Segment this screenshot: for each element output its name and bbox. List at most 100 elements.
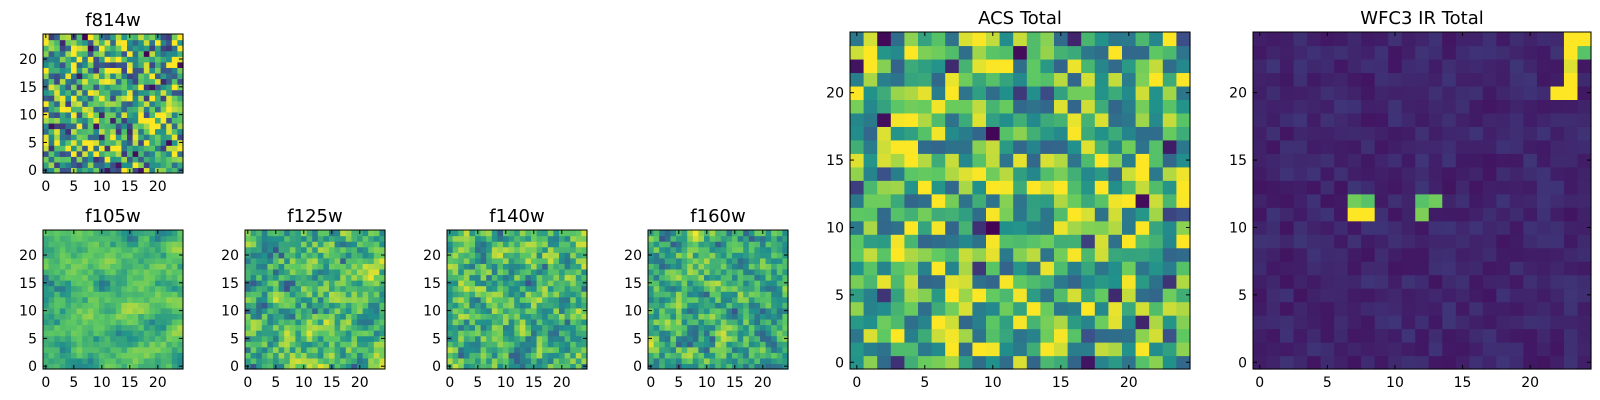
heatmap-cell [1149,180,1164,195]
heatmap-cell [480,230,487,237]
heatmap-cell [76,122,83,130]
heatmap-cell [54,352,61,359]
heatmap-cell [65,106,72,113]
heatmap-cell [1469,247,1484,262]
heatmap-cell [1563,180,1579,195]
heatmap-cell [748,274,755,281]
heatmap-cell [1122,261,1137,276]
heatmap-cell [726,330,733,337]
heatmap-cell [115,313,122,320]
heatmap-cell [1307,288,1322,303]
heatmap-cell [575,296,582,303]
heatmap-cell [648,357,655,365]
heatmap-cell [160,285,167,292]
heatmap-cell [1428,274,1443,289]
heatmap-cell [1307,126,1322,141]
heatmap-cell [1428,342,1443,357]
heatmap-cell [536,313,543,320]
heatmap-cell [986,315,1001,330]
x-tick-label: 0 [1255,375,1264,391]
heatmap-cell [278,241,285,248]
heatmap-cell [1320,261,1335,276]
heatmap-cell [1509,288,1524,303]
heatmap-cell [1577,58,1592,74]
heatmap-cell [547,318,554,326]
heatmap-cell [1523,328,1538,343]
heatmap-cell [1482,234,1497,249]
heatmap-cell [890,193,905,208]
heatmap-cell [904,166,919,181]
heatmap-cell [334,352,341,359]
heatmap-cell [958,85,973,100]
heatmap-cell [931,355,946,370]
heatmap-cell [1280,45,1295,60]
heatmap-cell [1482,112,1497,127]
heatmap-cell [289,291,296,298]
heatmap-cell [1266,234,1281,249]
heatmap-cell [115,241,122,248]
heatmap-cell [1536,166,1552,181]
heatmap-cell [340,307,347,314]
heatmap-cell [570,296,577,303]
heatmap-cell [986,234,1001,249]
heatmap-cell [99,156,106,163]
heatmap-cell [65,50,72,57]
heatmap-cell [250,357,257,365]
heatmap-cell [653,352,660,359]
heatmap-cell [54,324,61,331]
heatmap-cell [692,330,699,337]
heatmap-cell [1266,355,1281,370]
heatmap-cell [1266,72,1281,87]
heatmap-cell [1253,288,1268,303]
heatmap-cell [1374,45,1389,60]
heatmap-cell [491,324,498,331]
heatmap-cell [748,285,755,292]
heatmap-cell [1469,166,1484,181]
heatmap-cell [748,296,755,303]
x-tick-label: 0 [243,375,252,391]
heatmap-cell [581,246,588,253]
heatmap-cell [155,257,162,264]
heatmap-cell [771,302,778,309]
heatmap-cell [1523,301,1538,316]
heatmap-cell [149,167,156,174]
heatmap-cell [1253,112,1268,127]
heatmap-cell [1428,247,1443,262]
heatmap-cell [48,307,55,314]
heatmap-cell [704,246,711,253]
heatmap-cell [559,313,566,320]
heatmap-cell [519,230,526,237]
heatmap-cell [329,352,336,359]
heatmap-cell [160,84,167,91]
heatmap-cell [160,161,167,169]
heatmap-cell [171,246,178,253]
heatmap-cell [54,307,61,314]
heatmap-cell [692,291,699,298]
heatmap-cell [1054,58,1069,74]
heatmap-cell [508,302,515,309]
heatmap-cell [1162,112,1177,127]
heatmap-cell [99,78,106,85]
heatmap-cell [132,106,139,113]
heatmap-cell [732,252,739,259]
heatmap-cell [904,180,919,195]
heatmap-cell [317,230,324,237]
heatmap-cell [475,352,482,359]
heatmap-cell [664,252,671,259]
heatmap-cell [692,241,699,248]
heatmap-cell [519,357,526,365]
heatmap-cell [575,241,582,248]
heatmap-cell [166,363,173,370]
heatmap-cell [732,257,739,264]
heatmap-cell [904,72,919,87]
heatmap-cell [43,285,50,292]
heatmap-cell [160,89,167,96]
heatmap-cell [737,291,744,298]
heatmap-cell [261,363,268,370]
heatmap-cell [681,330,688,337]
heatmap-cell [127,61,134,68]
heatmap-cell [65,161,72,169]
heatmap-cell [368,335,375,342]
heatmap-cell [329,246,336,253]
